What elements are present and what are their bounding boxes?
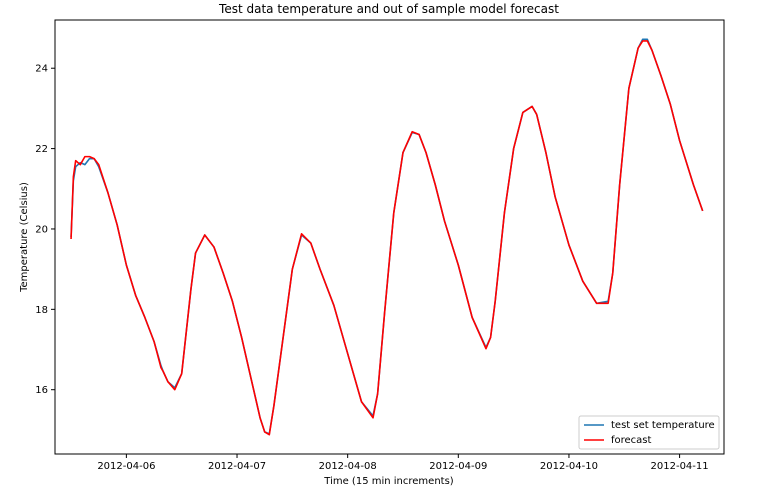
legend-label-forecast: forecast (611, 435, 652, 446)
series-layer (70, 38, 704, 436)
y-axis-label: Temperature (Celsius) (19, 182, 30, 293)
x-tick-label: 2012-04-09 (429, 461, 487, 472)
x-tick-label: 2012-04-08 (319, 461, 377, 472)
series-line-test-set-temperature (70, 38, 704, 435)
y-tick-label: 20 (35, 224, 48, 235)
y-tick-label: 18 (35, 305, 48, 316)
x-tick-label: 2012-04-06 (97, 461, 155, 472)
x-tick-label: 2012-04-07 (208, 461, 266, 472)
chart-title: Test data temperature and out of sample … (218, 2, 559, 16)
y-tick-label: 22 (35, 144, 48, 155)
x-axis-label: Time (15 min increments) (323, 476, 454, 487)
series-line-forecast (70, 40, 704, 436)
y-tick-label: 24 (35, 64, 48, 75)
legend: test set temperature forecast (578, 415, 720, 450)
plot-frame (54, 19, 725, 455)
y-tick-label: 16 (35, 385, 48, 396)
x-tick-label: 2012-04-10 (540, 461, 598, 472)
legend-box (578, 415, 720, 450)
ticks-layer: 2012-04-06 2012-04-07 2012-04-08 2012-04-09… (35, 64, 708, 472)
legend-label-test-set-temperature: test set temperature (611, 420, 715, 431)
x-tick-label: 2012-04-11 (651, 461, 709, 472)
